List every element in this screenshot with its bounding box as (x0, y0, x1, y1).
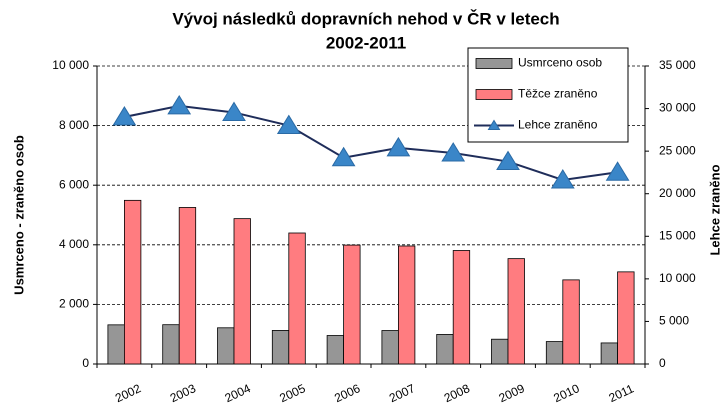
marker (441, 142, 466, 162)
marker (605, 161, 630, 181)
bar (381, 330, 399, 365)
y2-tick-label: 25 000 (659, 143, 696, 157)
bar (397, 245, 416, 365)
y2-tick-label: 0 (659, 356, 666, 370)
bar (162, 324, 180, 365)
bar (233, 218, 251, 365)
x-tick-label: 2004 (223, 381, 253, 405)
legend-label: Těžce zraněno (518, 87, 598, 101)
y-tick-label: 0 (82, 356, 89, 370)
y2-tick-label: 20 000 (659, 186, 696, 200)
legend-swatch (475, 58, 513, 69)
x-tick-label: 2002 (113, 381, 143, 405)
bar (617, 271, 635, 365)
bar (326, 335, 345, 365)
line (124, 104, 618, 182)
legend-label: Usmrceno osob (518, 56, 602, 70)
marker (276, 114, 301, 135)
bar (178, 207, 197, 365)
marker (112, 106, 137, 126)
x-tick-label: 2003 (168, 381, 198, 405)
legend-swatch (487, 119, 501, 130)
bar (452, 250, 471, 365)
bar (491, 338, 509, 365)
y-tick-label: 8 000 (59, 118, 89, 132)
x-tick-label: 2010 (551, 381, 581, 405)
chart-title: 2002-2011 (326, 33, 406, 52)
x-tick-label: 2007 (387, 381, 417, 405)
bar (545, 341, 564, 365)
y-tick-label: 10 000 (52, 58, 89, 72)
bar (343, 244, 361, 365)
y2-tick-label: 5 000 (659, 314, 689, 328)
bar (507, 258, 525, 365)
legend-label: Lehce zraněno (518, 118, 598, 132)
legend: Usmrceno osob Těžce zraněno Lehce zraněno (467, 47, 629, 143)
x-tick-label: 2011 (607, 381, 637, 405)
y-tick-label: 4 000 (59, 237, 89, 251)
x-tick-label: 2006 (332, 381, 362, 405)
y-tick-label: 6 000 (59, 177, 89, 191)
marker (550, 169, 575, 189)
marker (331, 146, 356, 167)
legend-swatch (475, 89, 513, 100)
marker (386, 136, 411, 157)
y2-tick-label: 30 000 (659, 101, 696, 115)
y2-tick-label: 15 000 (659, 228, 696, 242)
bar (562, 279, 580, 365)
bar (217, 327, 235, 365)
bar (124, 199, 142, 365)
x-tick-label: 2005 (277, 381, 307, 405)
marker (496, 150, 520, 171)
y-tick-label: 2 000 (59, 297, 89, 311)
marker (167, 94, 192, 115)
bar (288, 232, 306, 365)
y2-tick-label: 35 000 (659, 58, 696, 72)
y-axis-label: Usmrceno - zraněno osob (11, 135, 26, 295)
x-tick-label: 2009 (497, 381, 527, 405)
bar (436, 334, 454, 365)
marker (222, 101, 246, 121)
y2-axis-label: Lehce zraněno (707, 164, 722, 255)
y2-tick-label: 10 000 (659, 271, 696, 285)
bar (107, 324, 125, 365)
bar (600, 342, 618, 365)
x-tick-label: 2008 (442, 381, 472, 405)
bar (271, 330, 290, 365)
chart-title: Vývoj následků dopravních nehod v ČR v l… (172, 9, 559, 28)
